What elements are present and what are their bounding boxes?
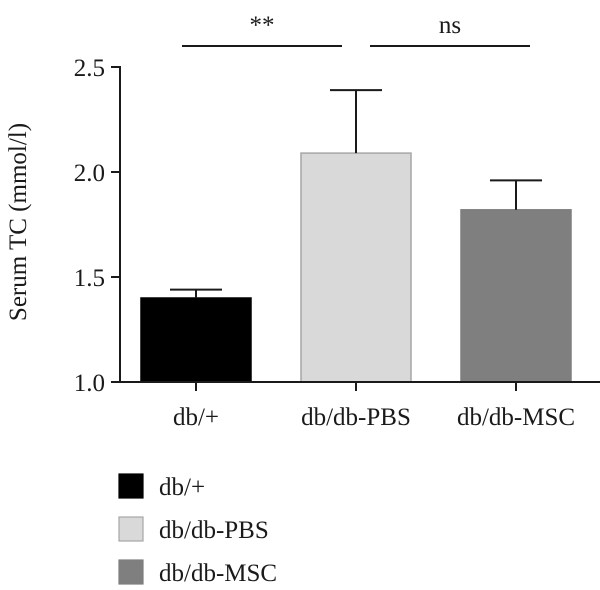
legend-swatch-2 bbox=[118, 559, 144, 585]
legend-label-1: db/db-PBS bbox=[159, 517, 269, 544]
y-tick-label-1: 1.5 bbox=[74, 265, 105, 292]
significance-label-0: ** bbox=[250, 12, 275, 39]
legend: db/+ db/db-PBS db/db-MSC bbox=[118, 473, 277, 587]
legend-label-2: db/db-MSC bbox=[159, 560, 277, 587]
legend-label-0: db/+ bbox=[159, 474, 205, 501]
bar-1 bbox=[300, 152, 412, 383]
legend-swatch-0 bbox=[118, 473, 144, 499]
y-axis-label: Serum TC (mmol/l) bbox=[5, 123, 32, 321]
bar-0 bbox=[140, 297, 252, 383]
plot-area: 1.0 1.5 2.0 2.5 db/+ db/db-PBS db/db-MSC ** ns bbox=[74, 12, 600, 431]
y-tick-label-0: 1.0 bbox=[74, 370, 105, 397]
bar-2 bbox=[460, 209, 572, 383]
y-tick-label-2: 2.0 bbox=[74, 160, 105, 187]
y-tick-label-3: 2.5 bbox=[74, 55, 105, 82]
x-tick-label-0: db/+ bbox=[173, 404, 219, 431]
x-tick-label-2: db/db-MSC bbox=[457, 404, 575, 431]
significance-label-1: ns bbox=[439, 12, 461, 39]
legend-swatch-1 bbox=[118, 516, 144, 542]
x-tick-label-1: db/db-PBS bbox=[301, 404, 411, 431]
